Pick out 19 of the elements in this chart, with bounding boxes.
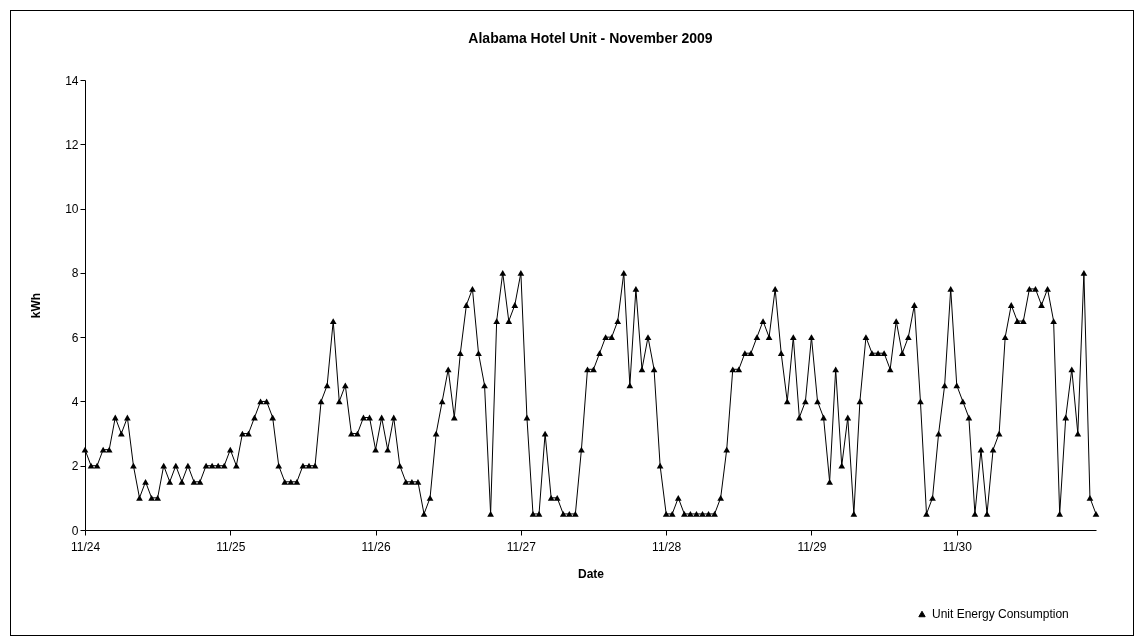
y-tick-label: 12 <box>65 137 79 152</box>
x-tick-label: 11/26 <box>361 539 391 554</box>
chart-title: Alabama Hotel Unit - November 2009 <box>468 30 713 46</box>
x-tick-label: 11/30 <box>942 539 973 554</box>
y-tick-label: 6 <box>71 330 79 345</box>
y-tick-label: 4 <box>71 394 79 409</box>
y-tick-label: 14 <box>65 73 79 88</box>
x-axis-title: Date <box>577 566 605 581</box>
y-tick-label: 10 <box>65 202 79 217</box>
x-tick-label: 11/29 <box>797 539 827 554</box>
x-tick-label: 11/27 <box>506 539 537 554</box>
x-tick-label: 11/25 <box>216 539 246 554</box>
y-tick-label: 8 <box>71 266 79 281</box>
legend-label: Unit Energy Consumption <box>932 607 1069 621</box>
y-tick-label: 2 <box>71 459 79 474</box>
x-tick-label: 11/28 <box>652 539 682 554</box>
y-tick-label: 0 <box>71 523 79 538</box>
y-axis-title: kWh <box>29 292 44 319</box>
x-tick-label: 11/24 <box>70 539 101 554</box>
